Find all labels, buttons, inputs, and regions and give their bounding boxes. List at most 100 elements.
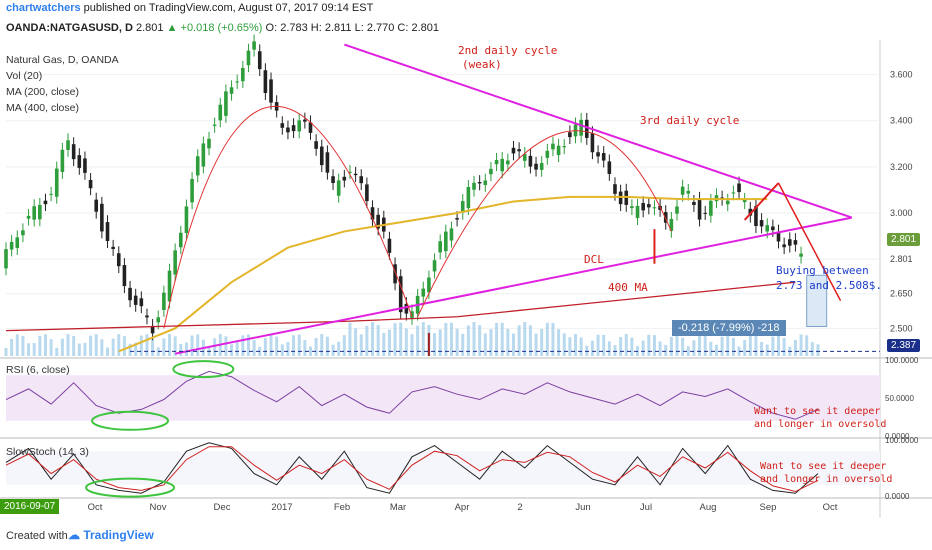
volume-bar — [816, 344, 820, 356]
candle-body — [145, 315, 149, 318]
candle-body — [66, 140, 70, 150]
volume-bar — [60, 338, 64, 356]
volume-bar — [77, 343, 81, 356]
candle-body — [21, 230, 25, 236]
volume-bar — [805, 335, 809, 356]
candle-body — [60, 149, 65, 172]
volume-bar — [602, 334, 606, 356]
candle-body — [663, 212, 668, 223]
volume-bar — [681, 337, 685, 356]
candle-body — [297, 120, 302, 132]
candle-body — [77, 155, 82, 168]
date-box: 2016-09-07 — [0, 499, 60, 514]
volume-bar — [810, 342, 814, 356]
candle-body — [590, 133, 595, 153]
volume-bar — [523, 322, 527, 356]
volume-bar — [416, 325, 420, 356]
candle-body — [680, 186, 685, 195]
volume-bar — [720, 336, 724, 356]
price-change: +0.018 (+0.65%) — [180, 22, 263, 34]
volume-bar — [607, 341, 611, 356]
candle-body — [218, 104, 223, 121]
candle-body — [613, 184, 617, 194]
volume-bar — [10, 338, 14, 356]
trendline — [343, 43, 853, 219]
x-tick-label: Jul — [640, 502, 652, 513]
candle-body — [556, 145, 561, 156]
volume-bar — [342, 335, 346, 356]
volume-bar — [743, 340, 747, 356]
candle-body — [319, 146, 324, 166]
volume-bar — [624, 334, 628, 356]
volume-bar — [100, 339, 104, 356]
author-link[interactable]: chartwatchers — [6, 2, 81, 14]
ohlc-values: O: 2.783 H: 2.811 L: 2.770 C: 2.801 — [265, 22, 440, 34]
candle-body — [641, 203, 645, 211]
candle-body — [647, 204, 651, 208]
tradingview-logo-icon[interactable]: ☁ TradingView — [68, 528, 154, 542]
candle-body — [370, 207, 375, 220]
volume-bar — [726, 334, 730, 356]
x-tick-label: Nov — [150, 502, 167, 513]
candle-body — [229, 87, 234, 94]
cycle-arc — [163, 105, 413, 329]
volume-bar — [224, 336, 228, 356]
volume-bar — [511, 333, 515, 356]
volume-bar — [619, 337, 623, 356]
candle-body — [49, 193, 53, 195]
candle-body — [494, 159, 499, 165]
volume-bar — [286, 342, 290, 356]
candle-body — [286, 127, 290, 133]
candle-body — [184, 206, 189, 234]
volume-bar — [292, 335, 296, 356]
volume-bar — [506, 328, 510, 356]
annotation-buy2: 2.73 and 2.508$. — [776, 279, 882, 292]
volume-bar — [444, 322, 448, 356]
candle-body — [71, 144, 76, 160]
x-tick-label: Aug — [700, 502, 717, 513]
candle-body — [742, 199, 747, 203]
volume-bar — [308, 346, 312, 356]
candle-body — [246, 50, 251, 66]
annotation-cycle2b: (weak) — [462, 58, 502, 71]
candle-body — [697, 198, 702, 220]
candle-body — [331, 176, 335, 184]
candle-body — [88, 179, 93, 189]
candle-body — [630, 206, 634, 209]
candle-body — [212, 124, 217, 126]
x-tick-label: Feb — [334, 502, 350, 513]
highlight-ellipse — [91, 410, 170, 431]
footer: Created with ☁ TradingView — [0, 522, 932, 550]
x-tick-label: Mar — [390, 502, 406, 513]
candle-body — [596, 152, 600, 157]
volume-bar — [675, 334, 679, 356]
volume-bar — [540, 328, 544, 356]
candle-body — [398, 276, 403, 313]
volume-bar — [246, 334, 250, 356]
volume-bar — [15, 334, 19, 356]
volume-bar — [574, 334, 578, 356]
stoch-k-line — [5, 442, 819, 494]
stoch-band — [6, 451, 880, 485]
candle-body — [720, 197, 724, 199]
candle-body — [568, 132, 572, 138]
candle-body — [122, 265, 127, 287]
x-tick-label: Oct — [823, 502, 838, 513]
volume-bar — [21, 335, 25, 356]
projection-arrow — [777, 182, 842, 301]
volume-bar — [111, 338, 115, 356]
volume-bar — [252, 339, 256, 356]
candle-body — [703, 212, 707, 214]
candle-body — [195, 156, 200, 176]
volume-bar — [613, 345, 617, 356]
volume-bar — [777, 334, 781, 356]
candle-body — [539, 163, 544, 170]
volume-bar — [393, 323, 397, 356]
candle-body — [128, 287, 132, 301]
volume-bar — [382, 332, 386, 356]
candle-body — [545, 150, 550, 158]
candle-body — [410, 311, 414, 318]
volume-bar — [32, 343, 36, 356]
y-tick-label: 2.801 — [890, 254, 913, 264]
volume-bar — [325, 336, 329, 356]
